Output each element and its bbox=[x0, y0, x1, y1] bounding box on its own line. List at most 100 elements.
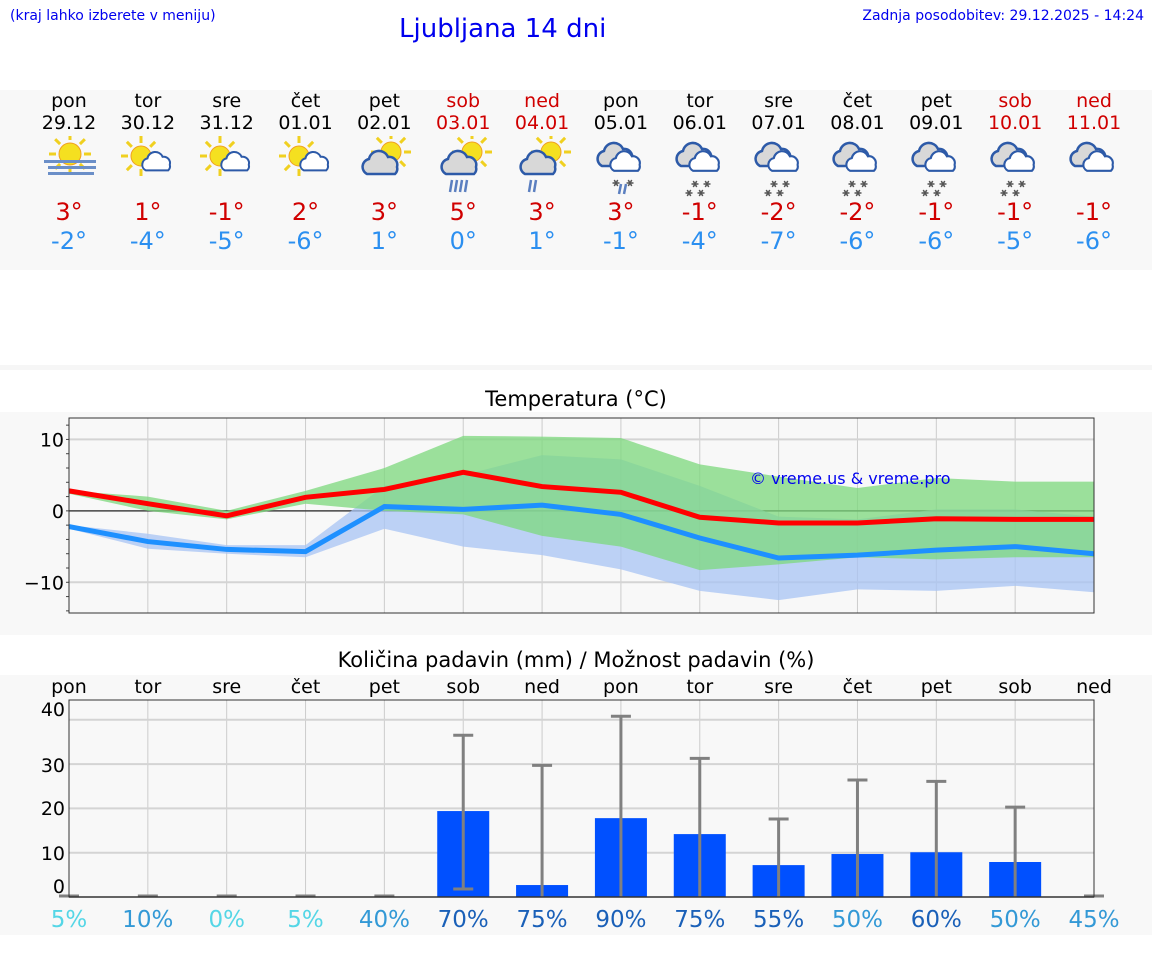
precipitation-probability: 45% bbox=[1068, 907, 1119, 933]
cloudy-icon bbox=[1055, 136, 1133, 198]
min-temperature-line bbox=[68, 502, 1095, 561]
page-title: Ljubljana 14 dni bbox=[399, 14, 607, 44]
cloud-snow-icon bbox=[897, 136, 975, 198]
day-date: 04.01 bbox=[514, 112, 570, 134]
min-temperature: 1° bbox=[528, 227, 556, 255]
max-temperature: 3° bbox=[55, 198, 83, 226]
precipitation-probability: 75% bbox=[674, 907, 725, 933]
max-temperature: 5° bbox=[449, 198, 477, 226]
divider bbox=[0, 365, 1152, 370]
max-temperature: 1° bbox=[134, 198, 162, 226]
x-day-label: sre bbox=[764, 676, 793, 698]
day-date: 31.12 bbox=[199, 112, 254, 134]
daily-forecast-panel: pon 29.12 3° -2° tor 30.12 1° -4° sre 31.12 -1° -5°… bbox=[0, 90, 1152, 270]
day-date: 30.12 bbox=[120, 112, 176, 134]
day-name: pon bbox=[51, 90, 87, 112]
min-temperature: -7° bbox=[760, 227, 797, 255]
day-name: tor bbox=[686, 90, 714, 112]
day-date: 01.01 bbox=[278, 112, 333, 134]
day-name: pet bbox=[368, 90, 400, 112]
day-date: 07.01 bbox=[751, 112, 806, 134]
min-temperature: 1° bbox=[370, 227, 399, 255]
plot-border bbox=[68, 417, 1095, 614]
max-temperature: 3° bbox=[607, 198, 635, 226]
min-temperature: -6° bbox=[918, 227, 955, 255]
max-temperature: -2° bbox=[839, 198, 876, 226]
cloud-snow-icon bbox=[661, 136, 739, 198]
precipitation-probability: 40% bbox=[359, 907, 410, 933]
max-temperature: -1° bbox=[997, 198, 1034, 226]
sun-cloud-heavy-rain-icon bbox=[424, 132, 502, 198]
day-date: 06.01 bbox=[672, 112, 727, 134]
x-day-label: tor bbox=[134, 676, 161, 698]
precipitation-probability: 0% bbox=[208, 907, 245, 933]
day-date: 02.01 bbox=[357, 112, 412, 134]
x-day-label: čet bbox=[843, 676, 873, 698]
max-temperature-band bbox=[69, 435, 1094, 571]
y-tick-label: 20 bbox=[41, 798, 65, 820]
min-temperature: -1° bbox=[602, 227, 639, 255]
x-day-label: pon bbox=[51, 676, 87, 698]
last-update: Zadnja posodobitev: 29.12.2025 - 14:24 bbox=[862, 8, 1144, 24]
precipitation-probability: 10% bbox=[122, 907, 173, 933]
precipitation-chart-title: Količina padavin (mm) / Možnost padavin … bbox=[337, 648, 815, 672]
x-day-label: tor bbox=[686, 676, 713, 698]
precipitation-probability: 55% bbox=[753, 907, 804, 933]
max-temperature: 3° bbox=[528, 198, 556, 226]
precipitation-probability: 5% bbox=[51, 907, 88, 933]
min-temperature: -5° bbox=[208, 227, 245, 255]
day-date: 05.01 bbox=[593, 112, 649, 134]
cloud-snow-icon bbox=[818, 136, 896, 198]
city-menu-hint[interactable]: (kraj lahko izberete v meniju) bbox=[10, 8, 216, 24]
precipitation-probability: 60% bbox=[911, 907, 962, 933]
max-temperature: -2° bbox=[760, 198, 797, 226]
day-name: pon bbox=[603, 90, 639, 112]
day-date: 29.12 bbox=[41, 112, 97, 134]
min-temperature: -6° bbox=[1076, 227, 1112, 255]
max-temperature: -1° bbox=[208, 198, 245, 226]
min-temperature: -2° bbox=[51, 227, 87, 255]
day-name: sre bbox=[764, 90, 794, 112]
day-name: sre bbox=[212, 90, 242, 112]
day-name: čet bbox=[290, 90, 321, 112]
min-temperature: -4° bbox=[681, 227, 718, 255]
cloud-sleet-icon bbox=[582, 136, 660, 198]
sun-small-cloud-icon bbox=[267, 136, 345, 198]
max-temperature: -1° bbox=[681, 198, 718, 226]
y-tick-label: 10 bbox=[40, 429, 64, 451]
min-temperature: -6° bbox=[287, 227, 324, 255]
x-day-label: pet bbox=[921, 676, 952, 698]
y-tick-label: 30 bbox=[41, 755, 65, 777]
x-day-label: pon bbox=[603, 676, 639, 698]
min-temperature: -6° bbox=[839, 227, 876, 255]
day-date: 11.01 bbox=[1066, 112, 1122, 134]
day-name: pet bbox=[920, 90, 952, 112]
precipitation-probability: 50% bbox=[990, 907, 1041, 933]
sun-small-cloud-icon bbox=[109, 136, 187, 198]
x-day-label: sob bbox=[998, 676, 1032, 698]
y-tick-label: 0 bbox=[53, 876, 65, 898]
precipitation-probability: 5% bbox=[287, 907, 324, 933]
x-day-label: sob bbox=[446, 676, 480, 698]
sun-small-cloud-icon bbox=[188, 136, 266, 198]
max-temperature: 2° bbox=[291, 198, 320, 226]
precipitation-chart-panel: pon tor sre čet pet sob ned pon tor sre čet pet sob n… bbox=[0, 675, 1152, 935]
cloud-snow-icon bbox=[976, 136, 1054, 198]
precipitation-probability: 75% bbox=[517, 907, 568, 933]
watermark[interactable]: © vreme.us & vreme.pro bbox=[750, 469, 951, 488]
x-day-label: pet bbox=[369, 676, 400, 698]
temperature-chart-title: Temperatura (°C) bbox=[485, 387, 667, 411]
precipitation-probability: 50% bbox=[832, 907, 883, 933]
y-tick-label: −10 bbox=[24, 572, 64, 594]
y-tick-label: 10 bbox=[41, 843, 65, 865]
y-tick-label: 40 bbox=[41, 699, 65, 721]
x-day-label: ned bbox=[1076, 676, 1112, 698]
day-date: 10.01 bbox=[987, 112, 1043, 134]
day-name: ned bbox=[1076, 90, 1112, 112]
day-name: čet bbox=[842, 90, 873, 112]
plot-border bbox=[68, 699, 1095, 898]
x-day-label: ned bbox=[524, 676, 560, 698]
temperature-chart-panel: 10 0 −10 © vreme.us & vreme.pro bbox=[0, 412, 1152, 635]
max-temperature: -1° bbox=[1076, 198, 1112, 226]
x-day-label: sre bbox=[212, 676, 241, 698]
